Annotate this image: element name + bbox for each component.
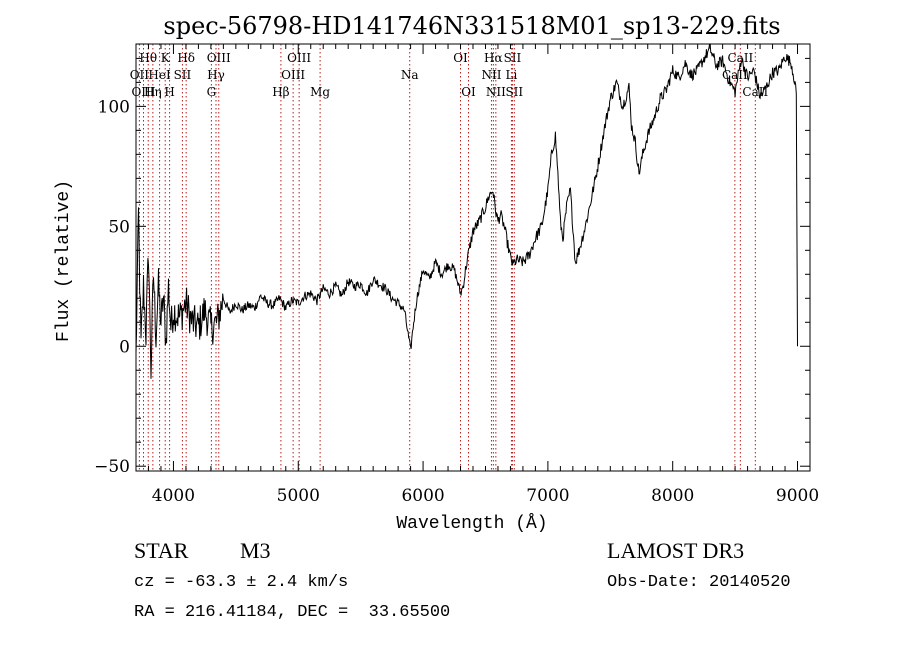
x-tick-label: 8000	[651, 486, 694, 506]
spectral-line-label: OIII	[207, 51, 231, 65]
spectral-line-label: HeI	[148, 68, 171, 82]
y-tick-label: −50	[94, 457, 130, 477]
spectral-line-label: Hα	[484, 51, 503, 65]
y-axis-label: Flux (relative)	[54, 180, 74, 342]
x-tick-label: 6000	[401, 486, 444, 506]
spectral-line-label: Hθ	[139, 51, 157, 65]
object-class: STAR	[134, 538, 189, 563]
spectral-line-label: OI	[453, 51, 468, 65]
spectral-line-label: G	[207, 85, 217, 99]
spectral-line-label: CaII	[722, 68, 748, 82]
spectral-line-label: Mg	[310, 85, 330, 99]
spectral-line-label: OI	[461, 85, 476, 99]
spectral-line-label: SII	[504, 51, 522, 65]
y-tick-label: 0	[119, 337, 130, 357]
spectrum-series-line	[135, 43, 798, 379]
spectral-line-label: CaII	[727, 51, 753, 65]
y-axis: −50 0 50 100	[94, 57, 810, 477]
plot-frame	[135, 43, 811, 472]
survey-name: LAMOST DR3	[607, 538, 745, 563]
y-tick-label: 100	[98, 97, 130, 117]
x-axis: 4000 5000 6000 7000 8000 9000	[135, 44, 819, 506]
spectral-line-label: OIII	[281, 68, 305, 82]
spectral-line-label: Hδ	[177, 51, 195, 65]
spectral-line-label: SII	[505, 85, 523, 99]
x-tick-label: 4000	[152, 486, 195, 506]
spectral-line-label: SII	[174, 68, 192, 82]
spectral-line-label: OIII	[131, 85, 155, 99]
spectral-line-label: Hβ	[272, 85, 289, 99]
y-tick-label: 50	[108, 217, 130, 237]
x-tick-label: 9000	[776, 486, 819, 506]
spectral-line-label: CaII	[742, 85, 768, 99]
spectral-line-label: H	[164, 85, 174, 99]
spectral-line-label: Hγ	[207, 68, 225, 82]
spectral-line-label: NII	[481, 68, 501, 82]
spectral-line-label: K	[161, 51, 171, 65]
x-tick-label: 7000	[526, 486, 569, 506]
spectral-line-label: OII	[130, 68, 150, 82]
spectral-line-label: Na	[401, 68, 419, 82]
spectral-line-markers	[138, 44, 756, 471]
redshift-cz: cz = -63.3 ± 2.4 km/s	[134, 573, 349, 592]
spectral-line-label: Hη	[144, 85, 162, 99]
chart-title: spec-56798-HD141746N331518M01_sp13-229.f…	[163, 12, 780, 40]
object-subclass: M3	[240, 538, 271, 563]
x-axis-label: Wavelength (Å)	[396, 513, 547, 534]
spectral-line-label: NII	[486, 85, 506, 99]
ra-dec: RA = 216.41184, DEC = 33.65500	[134, 603, 451, 622]
spectral-line-label: OIII	[287, 51, 311, 65]
x-tick-label: 5000	[277, 486, 320, 506]
spectral-line-label: Li	[506, 68, 518, 82]
observation-date: Obs-Date: 20140520	[607, 573, 791, 592]
